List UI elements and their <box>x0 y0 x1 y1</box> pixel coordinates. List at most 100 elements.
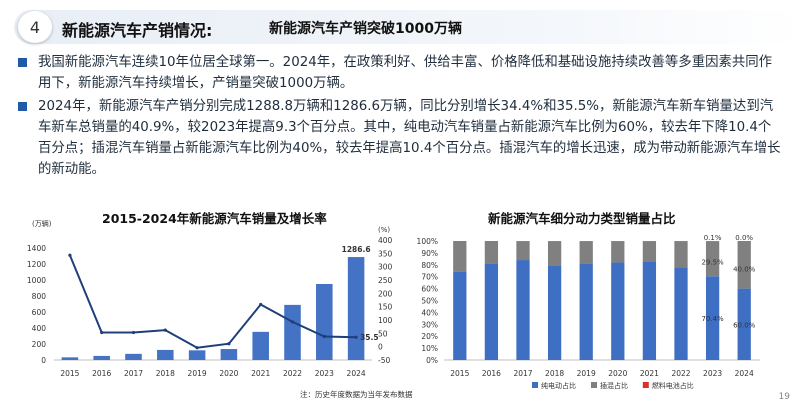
y-tick-label: 200 <box>32 340 47 349</box>
x-tick-label: 2019 <box>577 369 596 378</box>
x-tick-label: 2015 <box>60 369 79 378</box>
share-bar-segment <box>642 261 657 360</box>
x-tick-label: 2015 <box>450 369 469 378</box>
x-tick-label: 2017 <box>513 369 532 378</box>
share-bar-segment <box>516 241 530 261</box>
bullet-text: 2024年，新能源汽车产销分别完成1288.8万辆和1286.6万辆，同比分别增… <box>38 99 781 177</box>
share-data-label: 0.0% <box>735 234 753 242</box>
share-bar-segment <box>453 241 467 272</box>
y-tick-label: 50% <box>421 297 438 306</box>
legend-label: 纯电动占比 <box>541 381 576 390</box>
sales-bar <box>316 284 333 360</box>
growth-rate-point <box>354 335 358 339</box>
share-bar-segment <box>484 241 499 264</box>
sales-bar <box>93 355 110 360</box>
share-bar-segment <box>579 241 593 264</box>
share-bar-segment <box>516 260 530 360</box>
sales-bar <box>188 350 206 360</box>
y2-tick-label: 0 <box>378 343 383 352</box>
x-tick-label: 2023 <box>315 369 334 378</box>
sales-bar <box>347 257 365 360</box>
y-tick-label: 1400 <box>27 244 46 253</box>
y-tick-label: 40% <box>421 308 438 317</box>
y-tick-label: 10% <box>421 344 438 353</box>
share-bar-segment <box>484 263 499 360</box>
y2-tick-label: 350 <box>378 249 393 258</box>
bullet-square-icon <box>18 58 27 67</box>
x-tick-label: 2018 <box>156 369 175 378</box>
x-tick-label: 2016 <box>92 369 111 378</box>
share-bar-segment <box>705 276 720 360</box>
sales-bar <box>220 349 238 360</box>
chart-1-title: 2015-2024年新能源汽车销量及增长率 <box>102 211 327 226</box>
y-tick-label: 800 <box>32 292 47 301</box>
legend-swatch <box>532 382 538 388</box>
y-tick-label: 0 <box>41 356 46 365</box>
y-tick-label: 400 <box>32 324 47 333</box>
y-tick-label: 70% <box>421 273 438 282</box>
share-bar-segment <box>453 271 467 360</box>
slide-header: 4 新能源汽车产销情况: 新能源汽车产销突破1000万辆 <box>14 10 800 44</box>
growth-rate-point <box>322 334 326 339</box>
growth-rate-point <box>195 346 199 350</box>
share-data-label: 70.4% <box>701 315 724 323</box>
share-bar-segment <box>611 262 625 360</box>
growth-rate-point <box>68 253 72 257</box>
x-tick-label: 2020 <box>219 369 238 378</box>
legend-label: 燃料电池占比 <box>652 381 694 390</box>
x-tick-label: 2022 <box>283 369 302 378</box>
y-tick-label: 1000 <box>27 276 46 285</box>
y2-tick-label: -50 <box>378 356 390 365</box>
share-bar-segment <box>547 241 562 266</box>
share-bar-segment <box>579 263 593 360</box>
growth-rate-point <box>163 328 167 332</box>
share-data-label: 0.1% <box>704 234 722 242</box>
share-data-label: 60.0% <box>733 321 756 329</box>
sales-bar <box>61 357 79 360</box>
y-axis-unit: (万辆) <box>32 219 52 228</box>
x-tick-label: 2017 <box>124 369 143 378</box>
y2-tick-label: 250 <box>378 276 393 285</box>
x-tick-label: 2023 <box>703 369 722 378</box>
bullet-square-icon <box>18 102 27 111</box>
bullet-item: 我国新能源汽车连续10年位居全球第一。2024年，在政策利好、供给丰富、价格降低… <box>14 52 784 94</box>
y2-tick-label: 300 <box>378 263 393 272</box>
growth-rate-point <box>100 330 104 335</box>
y-tick-label: 1200 <box>27 260 46 269</box>
y-tick-label: 30% <box>421 320 438 329</box>
x-tick-label: 2021 <box>251 369 270 378</box>
y-tick-label: 60% <box>421 285 438 294</box>
growth-rate-point <box>259 302 263 307</box>
y-tick-label: 600 <box>32 308 47 317</box>
section-subtitle: 新能源汽车产销突破1000万辆 <box>269 21 462 37</box>
y2-tick-label: 50 <box>378 329 388 338</box>
section-title: 新能源汽车产销情况: <box>62 21 213 40</box>
growth-rate-line <box>68 254 357 349</box>
y-tick-label: 80% <box>421 261 438 270</box>
x-tick-label: 2024 <box>735 369 754 378</box>
section-number-badge: 4 <box>18 11 52 43</box>
growth-rate-point <box>290 320 295 324</box>
share-bar-segment <box>737 241 751 289</box>
legend-swatch <box>591 382 597 388</box>
bar-data-label: 1286.6 <box>342 245 371 254</box>
y2-tick-label: 400 <box>378 236 393 245</box>
share-bar-segment <box>674 241 688 268</box>
x-tick-label: 2024 <box>347 369 366 378</box>
sales-bar <box>157 349 174 360</box>
sales-bar <box>252 331 269 360</box>
x-tick-label: 2016 <box>482 369 501 378</box>
x-tick-label: 2018 <box>545 369 564 378</box>
y2-tick-label: 200 <box>378 289 393 298</box>
share-bar-segment <box>547 265 562 360</box>
y-tick-label: 20% <box>421 332 438 341</box>
growth-rate-point <box>131 330 136 335</box>
share-bar-segment <box>642 241 657 262</box>
share-bar-segment <box>611 241 625 263</box>
y-tick-label: 0% <box>426 356 438 365</box>
sales-bar <box>125 353 142 360</box>
share-bar-segment <box>674 267 688 360</box>
bullet-item: 2024年，新能源汽车产销分别完成1288.8万辆和1286.6万辆，同比分别增… <box>14 96 784 180</box>
